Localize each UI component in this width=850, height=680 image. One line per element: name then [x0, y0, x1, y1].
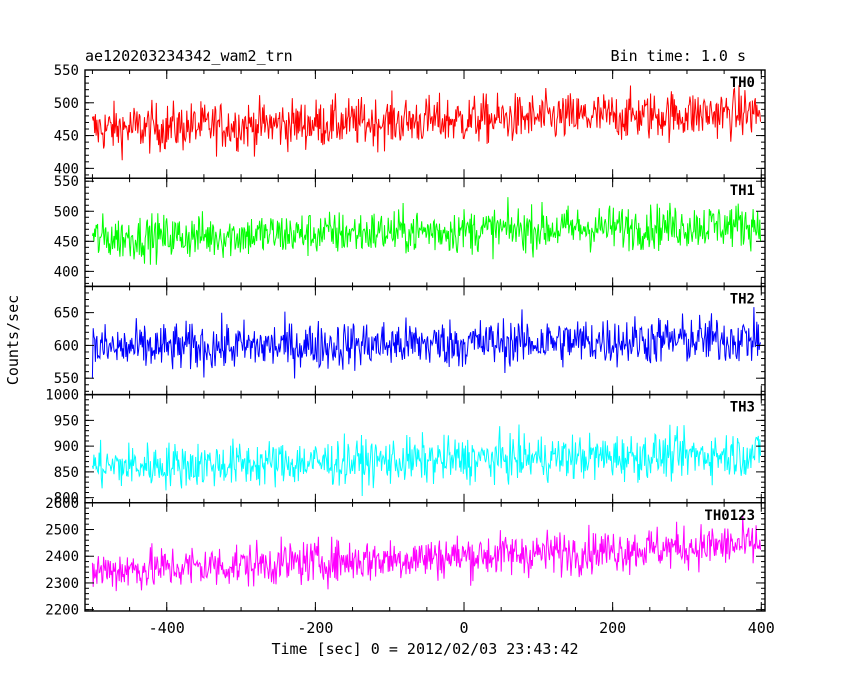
y-axis-label: Counts/sec	[4, 295, 22, 385]
series-line-th1	[91, 197, 761, 265]
panel-th1: 400 450 500 550 TH1	[54, 174, 766, 288]
y-tick-label: 800	[54, 491, 79, 507]
x-tick-label: 0	[460, 619, 469, 637]
series-line-th0	[91, 85, 761, 161]
x-tick-label: 400	[748, 619, 775, 637]
y-tick-label: 950	[54, 413, 79, 429]
y-tick-label: 450	[54, 129, 79, 145]
panel-frame	[84, 502, 766, 612]
x-axis-label: Time [sec] 0 = 2012/02/03 23:43:42	[271, 640, 578, 658]
series-line-th0123	[91, 515, 761, 592]
y-tick-label: 900	[54, 439, 79, 455]
y-tick-label: 600	[54, 338, 79, 354]
y-tick-label: 550	[54, 63, 79, 79]
series-line-th3	[91, 424, 761, 497]
panel-th3: 800 850 900 950 1000 TH3	[45, 388, 766, 507]
y-tick-label: 550	[54, 371, 79, 387]
y-tick-label: 850	[54, 465, 79, 481]
bin-time-label: Bin time: 1.0 s	[611, 47, 746, 65]
x-tick-label: -200	[297, 619, 333, 637]
y-tick-label: 400	[54, 161, 79, 177]
panel-th0123: 2200 2300 2400 2500 2600 TH0123	[45, 496, 766, 619]
y-tick-label: 400	[54, 264, 79, 280]
y-tick-label: 2200	[45, 603, 79, 619]
series-line-th2	[91, 307, 761, 379]
x-tick-label: -400	[149, 619, 185, 637]
panel-label-th1: TH1	[730, 183, 755, 199]
y-tick-label: 650	[54, 306, 79, 322]
panel-label-th0: TH0	[730, 75, 755, 91]
y-tick-label: 2600	[45, 496, 79, 512]
panel-label-th2: TH2	[730, 291, 755, 307]
y-tick-label: 500	[54, 204, 79, 220]
y-tick-label: 500	[54, 96, 79, 112]
panel-th2: 550 600 650 TH2	[54, 285, 766, 396]
y-tick-label: 2500	[45, 523, 79, 539]
panel-label-th0123: TH0123	[704, 508, 755, 524]
panels-group: 400 450 500 550 TH0 400 450 500 550 TH1 550 600 650 T…	[45, 63, 775, 637]
y-tick-label: 450	[54, 234, 79, 250]
chart-title: ae120203234342_wam2_trn	[85, 47, 293, 65]
panel-th0: 400 450 500 550 TH0	[54, 63, 766, 179]
y-tick-label: 1000	[45, 388, 79, 404]
x-tick-label: 200	[599, 619, 626, 637]
y-tick-label: 2300	[45, 576, 79, 592]
y-tick-label: 2400	[45, 549, 79, 565]
panel-label-th3: TH3	[730, 400, 755, 416]
y-tick-label: 550	[54, 174, 79, 190]
